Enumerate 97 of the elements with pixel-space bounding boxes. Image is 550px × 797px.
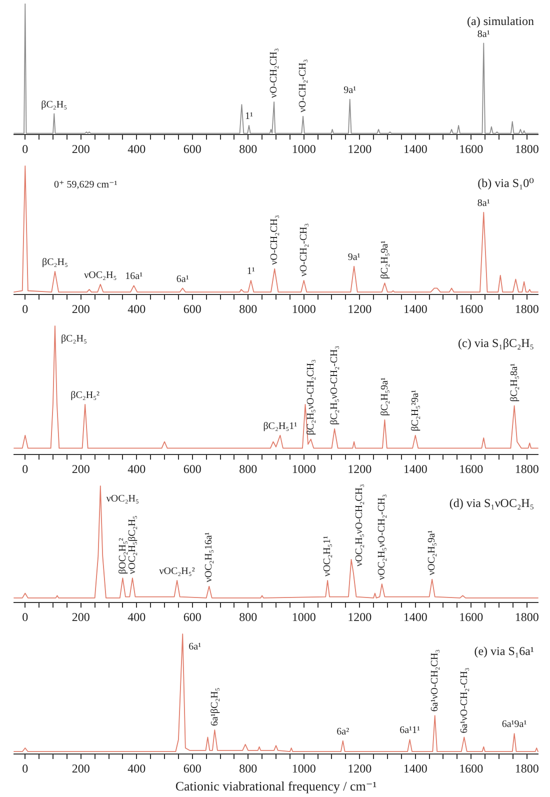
annotation: 0⁺ 59,629 cm⁻¹ (54, 180, 118, 191)
x-tick-label: 200 (72, 610, 90, 624)
text: (d) via S₁νOC₂H₅ (449, 496, 534, 510)
x-tick-label: 600 (183, 462, 202, 476)
x-tick-label: 600 (183, 610, 202, 624)
annotation: 6a² (336, 726, 350, 738)
x-tick-label: 1400 (403, 462, 428, 476)
x-tick-label: 800 (239, 302, 258, 316)
annotation: νOC₂H₅νO-CH₂CH₃ (354, 484, 365, 566)
x-tick-label: 1000 (292, 610, 316, 624)
annotation: νO-CH₂-CH₃ (298, 59, 309, 112)
annotation: βOC₂H₅² (117, 538, 128, 574)
x-tick-label: 1000 (292, 462, 316, 476)
annotation: 8a¹ (477, 28, 490, 40)
annotation: 8a¹ (477, 198, 490, 209)
x-tick-label: 1800 (514, 462, 539, 476)
annotation: νOC₂H₅² (159, 566, 195, 578)
annotation: βC₂H₅ (42, 257, 68, 268)
annotation: 6a¹βC₂H₅ (209, 688, 220, 726)
x-tick-label: 0 (22, 761, 28, 776)
x-tick-label: 1200 (348, 610, 372, 624)
annotation: 6a¹νO-CH₂-CH₃ (458, 668, 470, 734)
text: (a) simulation (467, 14, 534, 28)
x-tick-label: 1800 (514, 761, 539, 776)
annotation: 6a¹νO-CH₂CH₃ (429, 649, 440, 712)
annotation: νO-CH₂CH₃ (269, 215, 280, 265)
annotation: βC₂H₅ (60, 334, 87, 345)
annotation: 9a¹ (348, 252, 360, 263)
annotation: νOC₂H₅ (106, 494, 140, 505)
x-tick-label: 1600 (459, 462, 484, 476)
annotation: νOC₂H₅ (84, 270, 117, 281)
x-tick-label: 1600 (459, 302, 484, 316)
x-tick-label: 1200 (348, 462, 372, 476)
x-tick-label: 1400 (403, 761, 428, 776)
x-tick-label: 200 (72, 302, 90, 316)
text: (c) via S₁βC₂H₅ (458, 336, 534, 350)
annotation: 16a¹ (125, 271, 143, 282)
annotation: νO-CH₂-CH₃ (298, 223, 310, 276)
x-tick-label: 1800 (514, 302, 539, 316)
annotation: βC₂H₅9a¹ (379, 377, 390, 416)
x-tick-label: 1600 (459, 610, 484, 624)
x-tick-label: 200 (72, 761, 90, 776)
x-tick-label: 1200 (348, 761, 372, 776)
annotation: 6a¹ (176, 274, 189, 285)
annotation: 6a¹9a¹ (502, 719, 527, 730)
annotation: 1¹ (246, 266, 255, 278)
x-tick-label: 0 (22, 142, 28, 156)
x-tick-label: 0 (22, 462, 28, 476)
x-tick-label: 1600 (459, 761, 484, 776)
annotation: βC₂H₅²9a¹ (410, 390, 421, 432)
x-tick-label: 400 (128, 142, 146, 156)
x-tick-label: 1400 (403, 610, 428, 624)
x-tick-label: 1600 (459, 142, 484, 156)
annotation: 6a¹ (188, 642, 202, 653)
annotation: βC₂H₅9a¹ (379, 240, 390, 280)
text: (e) via S₁6a¹ (474, 644, 534, 658)
x-tick-label: 1000 (292, 142, 316, 156)
x-tick-label: 200 (72, 462, 90, 476)
x-tick-label: 800 (239, 761, 258, 776)
annotation: νO-CH₂CH₃ (268, 48, 280, 98)
x-tick-label: 400 (128, 462, 146, 476)
x-tick-label: 800 (239, 610, 258, 624)
x-tick-label: 1000 (292, 761, 316, 776)
annotation: βC₂H₅² (70, 390, 100, 402)
x-tick-label: 0 (22, 302, 28, 316)
x-tick-label: 1800 (514, 610, 539, 624)
x-tick-label: 1400 (403, 142, 428, 156)
x-tick-label: 1200 (348, 302, 372, 316)
x-tick-label: 800 (239, 462, 258, 476)
annotation: βC₂H₅νO-CH₂CH₃ (305, 359, 316, 436)
x-tick-label: 600 (183, 761, 202, 776)
annotation: βC₂H₅ (41, 99, 68, 110)
annotation: 6a¹1¹ (400, 725, 420, 736)
x-tick-label: 1000 (292, 302, 316, 316)
annotation: νOC₂H₅1¹ (322, 536, 334, 576)
x-tick-label: 0 (22, 610, 28, 624)
annotation: νOC₂H₅9a¹ (426, 530, 438, 576)
annotation: νOC₂H₅βC₂H₅ (127, 516, 138, 574)
annotation: βC₂H₅1¹ (263, 420, 298, 432)
x-tick-label: 800 (239, 142, 258, 156)
annotation: νOC₂H₅16a¹ (204, 532, 215, 582)
x-tick-label: 1400 (403, 302, 428, 316)
annotation: 1¹ (244, 111, 253, 122)
annotation: βC₂H₅νO-CH₂-CH₃ (329, 346, 340, 425)
x-tick-label: 1200 (348, 142, 372, 156)
x-tick-label: 600 (183, 142, 202, 156)
x-tick-label: 400 (128, 761, 146, 776)
x-tick-label: 600 (183, 302, 202, 316)
annotation: νOC₂H₅νO-CH₂-CH₃ (376, 494, 388, 580)
x-axis-title: Cationic viabrational frequency / cm⁻¹ (175, 778, 377, 794)
annotation: βC₂H₅8a¹ (508, 363, 520, 402)
x-tick-label: 200 (72, 142, 90, 156)
x-tick-label: 400 (128, 302, 146, 316)
x-tick-label: 1800 (514, 142, 539, 156)
x-tick-label: 400 (128, 610, 146, 624)
annotation: 9a¹ (344, 84, 356, 96)
text: (b) via S₁0⁰ (478, 176, 534, 190)
